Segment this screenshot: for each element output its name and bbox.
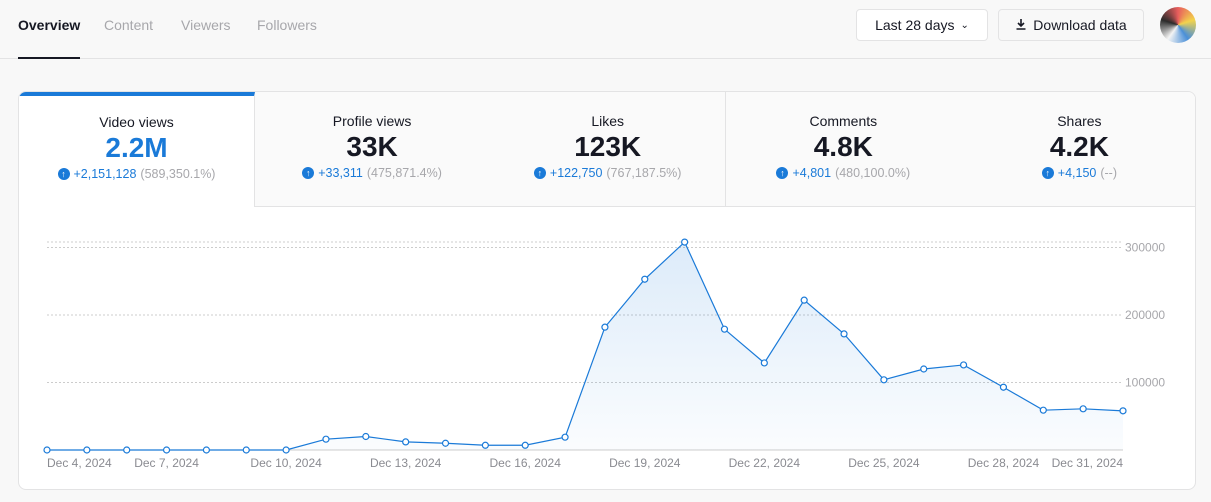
data-point [920,365,928,373]
metric-delta: ↑ +2,151,128 (589,350.1%) [19,167,254,181]
data-point [282,446,290,454]
metric-value: 4.8K [813,131,873,162]
data-point [83,446,91,454]
date-range-label: Last 28 days [875,17,955,33]
tab-content[interactable]: Content [104,17,154,33]
chevron-down-icon: ⌄ [960,19,969,31]
x-tick-label: Dec 4, 2024 [47,456,112,470]
data-point [43,446,51,454]
metric-delta: ↑ +33,311 (475,871.4%) [255,166,490,180]
x-tick-label: Dec 16, 2024 [490,456,562,470]
data-point [242,446,250,454]
data-point [999,383,1008,391]
data-point [681,238,689,246]
metric-label: Video views [99,114,174,130]
data-point [362,432,370,441]
metric-value: 123K [574,131,642,162]
download-icon [1015,17,1027,33]
data-point [561,433,569,441]
tab-viewers[interactable]: Viewers [181,17,231,33]
x-tick-label: Dec 19, 2024 [609,456,681,470]
area-fill [47,242,1123,450]
data-point [800,296,808,304]
data-point [123,446,131,454]
delta-value: +122,750 [549,166,603,180]
data-point [1039,406,1047,414]
data-point [202,446,211,454]
x-tick-label: Dec 7, 2024 [134,456,199,470]
metric-value: 33K [346,131,398,162]
delta-percent: (480,100.0%) [835,166,911,180]
data-point [880,376,888,384]
data-point [162,446,171,454]
x-tick-label: Dec 31, 2024 [1052,456,1124,470]
y-tick-label: 200000 [1125,308,1165,322]
metric-label: Shares [1057,113,1102,129]
data-point [441,439,450,447]
delta-value: +4,801 [792,166,832,180]
data-point [521,441,529,449]
delta-value: +4,150 [1057,166,1097,180]
metric-label: Profile views [332,113,412,129]
metric-delta: ↑ +122,750 (767,187.5%) [490,166,725,180]
tab-overview[interactable]: Overview [18,17,81,33]
data-point [760,359,768,367]
metric-tab-comments[interactable]: Comments 4.8K ↑ +4,801 (480,100.0%) [725,92,962,207]
metric-delta: ↑ +4,801 (480,100.0%) [726,166,961,180]
arrow-up-icon: ↑ [533,167,546,179]
metric-label: Likes [591,113,625,129]
metric-value: 4.2K [1049,131,1109,162]
metric-tab-likes[interactable]: Likes 123K ↑ +122,750 (767,187.5%) [490,92,727,207]
download-label: Download data [1033,17,1127,33]
y-tick-label: 300000 [1125,241,1165,255]
x-tick-label: Dec 28, 2024 [968,456,1040,470]
top-nav: Overview Content Viewers Followers Last … [0,0,1211,59]
delta-percent: (--) [1100,166,1118,180]
arrow-up-icon: ↑ [776,167,789,179]
data-point [402,438,410,446]
data-point [840,330,848,338]
metric-value: 2.2M [105,132,168,163]
y-tick-label: 100000 [1125,376,1165,390]
delta-value: +2,151,128 [73,167,137,181]
data-point [720,325,729,333]
date-range-dropdown[interactable]: Last 28 days ⌄ [856,9,988,41]
avatar[interactable] [1160,7,1196,43]
metric-tab-profile-views[interactable]: Profile views 33K ↑ +33,311 (475,871.4%) [254,92,491,207]
delta-percent: (475,871.4%) [366,166,442,180]
metric-label: Comments [809,113,878,129]
metric-tab-shares[interactable]: Shares 4.2K ↑ +4,150 (--) [961,92,1195,207]
data-point [641,275,649,283]
tab-followers[interactable]: Followers [257,17,317,33]
delta-percent: (767,187.5%) [606,166,682,180]
x-tick-label: Dec 13, 2024 [370,456,442,470]
arrow-up-icon: ↑ [302,167,315,179]
download-data-button[interactable]: Download data [998,9,1144,41]
data-point [481,441,489,449]
x-tick-label: Dec 10, 2024 [250,456,322,470]
delta-value: +33,311 [318,166,363,180]
x-tick-label: Dec 22, 2024 [729,456,801,470]
data-point [1119,407,1127,415]
x-tick-label: Dec 25, 2024 [848,456,920,470]
arrow-up-icon: ↑ [57,168,70,180]
data-point [601,323,609,331]
arrow-up-icon: ↑ [1041,167,1054,179]
data-point [322,435,330,443]
delta-percent: (589,350.1%) [140,167,216,181]
series-line [47,241,1124,451]
metric-tab-video-views[interactable]: Video views 2.2M ↑ +2,151,128 (589,350.1%) [19,92,255,207]
data-point [1079,405,1087,413]
data-point [959,361,968,369]
active-tab-indicator [18,57,80,59]
metric-delta: ↑ +4,150 (--) [961,166,1195,180]
